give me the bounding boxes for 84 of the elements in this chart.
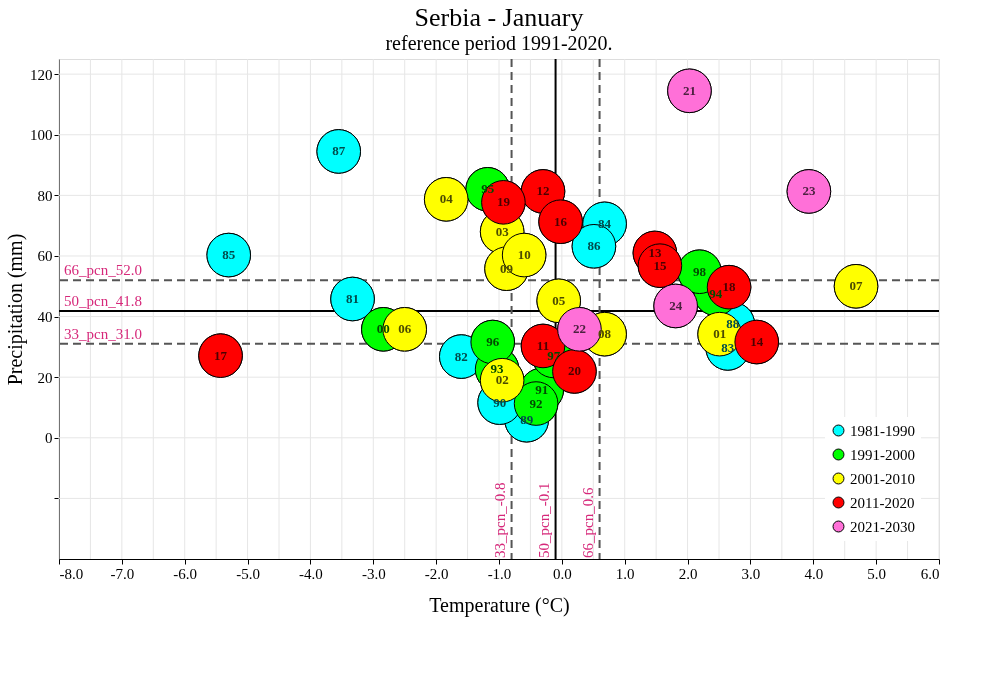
y-tick-label: 80 [37, 187, 53, 204]
x-tick-label: 2.0 [678, 565, 698, 582]
y-tick-label: 120 [30, 66, 53, 83]
annotation: 83 [721, 340, 735, 356]
x-tick-label: 3.0 [741, 565, 761, 582]
annotation: 15 [653, 257, 667, 273]
annotation: 10 [517, 247, 531, 263]
x-tick-label: 5.0 [867, 565, 887, 582]
annotation: 16 [554, 213, 568, 229]
y-tick-label: 60 [37, 248, 53, 265]
chart-title: Serbia - January [414, 3, 584, 32]
ref-line-label: 66_pcn_0.6 [579, 487, 596, 558]
annotation: 12 [536, 183, 550, 199]
annotation: 03 [495, 223, 510, 239]
point [198, 333, 243, 378]
ref-line-label: 33_pcn_31.0 [64, 325, 142, 342]
point [667, 68, 712, 114]
y-axis-title: Precipitation (mm) [4, 233, 27, 386]
y-tick-label: 0 [45, 430, 53, 447]
annotation: 87 [332, 143, 346, 159]
annotation: 01 [713, 326, 727, 342]
annotation: 19 [496, 194, 511, 210]
legend-label: 1991-2000 [850, 446, 915, 463]
x-tick-label: 4.0 [804, 565, 824, 582]
point [706, 264, 752, 310]
annotation: 14 [750, 334, 764, 350]
annotation: 24 [669, 297, 683, 313]
chart-subtitle: reference period 1991-2020. [385, 32, 613, 55]
x-tick-label: -8.0 [59, 565, 84, 582]
y-tick-label: 100 [30, 127, 53, 144]
ref-line-label: 50_pcn_41.8 [64, 293, 142, 310]
point [637, 243, 683, 288]
ref-line-label: 33_pcn_-0.8 [491, 482, 508, 558]
point [481, 180, 526, 225]
annotation: 91 [535, 381, 549, 397]
x-tick-label: -4.0 [299, 565, 323, 582]
annotation: 81 [346, 291, 360, 306]
annotation: 82 [454, 348, 468, 364]
annotation: 96 [486, 334, 500, 350]
point [206, 232, 252, 278]
x-tick-label: -1.0 [487, 565, 512, 582]
ref-line-label: 66_pcn_52.0 [64, 262, 142, 279]
point [786, 169, 832, 214]
x-tick-label: 6.0 [920, 565, 940, 582]
legend-label: 2011-2020 [850, 494, 915, 511]
annotation: 88 [726, 316, 740, 332]
annotation: 06 [398, 321, 412, 337]
y-tick-label: 40 [37, 309, 53, 326]
y-tick-label: 20 [37, 369, 53, 386]
annotation: 07 [849, 278, 864, 294]
annotation: 04 [439, 191, 454, 207]
x-tick-label: 1.0 [615, 565, 635, 582]
point [423, 177, 469, 222]
annotation: 17 [214, 347, 228, 363]
legend-label: 2001-2010 [850, 470, 915, 487]
x-tick-label: -7.0 [110, 565, 135, 582]
annotation: 13 [648, 244, 662, 260]
annotation: 23 [802, 183, 816, 199]
annotation: 85 [222, 247, 236, 263]
annotation: 22 [572, 321, 586, 337]
point [470, 319, 516, 365]
x-tick-label: -5.0 [236, 565, 260, 582]
annotation: 86 [587, 238, 601, 254]
annotation: 18 [722, 279, 737, 295]
x-tick-label: 0.0 [552, 565, 572, 582]
annotation: 92 [529, 395, 543, 411]
annotation: 84 [598, 215, 612, 231]
point [538, 199, 583, 244]
annotation: 05 [552, 292, 566, 308]
point [653, 283, 698, 329]
annotation: 98 [693, 263, 707, 279]
x-tick-label: -3.0 [361, 565, 386, 582]
annotation: 94 [709, 285, 723, 301]
legend-label: 2021-2030 [850, 518, 915, 535]
x-tick-label: -2.0 [424, 565, 449, 582]
ref-line-label: 50_pcn_-0.1 [535, 482, 552, 558]
x-tick-label: -6.0 [173, 565, 198, 582]
legend-label: 1981-1990 [850, 422, 915, 439]
point [833, 264, 879, 309]
annotation: 21 [682, 82, 696, 98]
x-axis-title: Temperature (°C) [429, 593, 570, 617]
point [316, 129, 362, 174]
annotation: 00 [376, 321, 390, 337]
point [330, 276, 375, 322]
